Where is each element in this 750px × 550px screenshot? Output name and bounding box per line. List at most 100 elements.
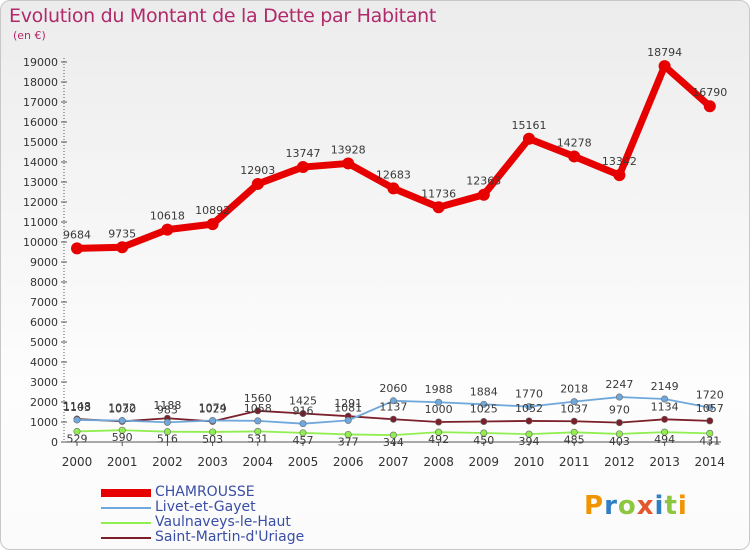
data-point [344, 416, 352, 424]
data-label: 1072 [108, 402, 136, 415]
data-label: 2018 [560, 383, 588, 396]
data-point [435, 418, 443, 426]
x-tick-label: 2008 [423, 455, 454, 469]
data-label: 1188 [153, 399, 181, 412]
data-label: 970 [609, 404, 630, 417]
legend-swatch [101, 488, 151, 497]
data-point [163, 428, 171, 436]
data-point [344, 430, 352, 438]
data-label: 1134 [651, 400, 679, 413]
data-label: 10618 [150, 210, 185, 223]
y-tick-label: 15000 [23, 136, 58, 149]
data-point [480, 400, 488, 408]
y-tick-label: 8000 [30, 276, 58, 289]
data-point [342, 157, 355, 170]
y-tick-label: 4000 [30, 356, 58, 369]
y-tick-label: 19000 [23, 56, 58, 69]
data-label: 1291 [334, 397, 362, 410]
data-point [254, 427, 262, 435]
legend-label: Saint-Martin-d'Uriage [155, 529, 305, 545]
data-point [209, 417, 217, 425]
x-tick-label: 2003 [197, 455, 228, 469]
data-label: 1081 [334, 401, 362, 414]
data-label: 1037 [560, 402, 588, 415]
data-point [480, 417, 488, 425]
x-tick-label: 2000 [62, 455, 93, 469]
data-label: 590 [112, 431, 133, 444]
logo-letter: o [617, 491, 637, 521]
data-point [435, 428, 443, 436]
logo-letter: i [654, 491, 665, 521]
data-label: 1058 [244, 402, 272, 415]
y-tick-label: 16000 [23, 116, 58, 129]
y-tick-label: 0 [51, 436, 58, 449]
data-point [73, 416, 81, 424]
data-label: 492 [428, 433, 449, 446]
data-point [525, 417, 533, 425]
data-point [251, 177, 264, 190]
data-label: 1103 [63, 401, 91, 414]
logo-letter: x [636, 491, 655, 521]
data-label: 450 [473, 434, 494, 447]
chart-unit: (en €) [13, 29, 46, 42]
y-tick-label: 14000 [23, 156, 58, 169]
data-label: 516 [157, 433, 178, 446]
data-point [432, 201, 445, 214]
data-point [387, 182, 400, 195]
data-label: 494 [654, 433, 675, 446]
data-point [118, 426, 126, 434]
chart-title: Evolution du Montant de la Dette par Hab… [9, 5, 437, 27]
data-label: 1884 [470, 385, 498, 398]
chart-axes: 0 1000 2000 3000 4000 5000 6000 7000 8000 9000 100… [23, 56, 725, 469]
y-tick-label: 10000 [23, 236, 58, 249]
data-point [389, 397, 397, 405]
data-point [615, 419, 623, 427]
data-label: 529 [67, 432, 88, 445]
data-point [299, 420, 307, 428]
data-label: 503 [202, 433, 223, 446]
y-tick-label: 12000 [23, 196, 58, 209]
data-label: 1057 [696, 402, 724, 415]
data-label: 431 [699, 434, 720, 447]
x-tick-label: 2002 [152, 455, 183, 469]
data-label: 2149 [651, 380, 679, 393]
x-tick-label: 2006 [333, 455, 364, 469]
data-label: 2247 [605, 378, 633, 391]
data-point [703, 100, 716, 113]
x-tick-label: 2013 [649, 455, 680, 469]
data-point [435, 398, 443, 406]
data-label: 531 [247, 432, 268, 445]
data-label: 344 [383, 436, 404, 449]
data-label: 916 [293, 405, 314, 418]
data-point [658, 60, 671, 73]
y-tick-label: 9000 [30, 256, 58, 269]
data-label: 13928 [331, 143, 366, 156]
data-label: 1030 [108, 402, 136, 415]
y-tick-label: 3000 [30, 376, 58, 389]
y-tick-label: 13000 [23, 176, 58, 189]
logo-letter: P [584, 491, 605, 521]
data-point [71, 242, 83, 255]
data-label: 1560 [244, 392, 272, 405]
data-point [254, 407, 262, 415]
data-point [523, 132, 535, 145]
data-point [706, 417, 714, 425]
x-tick-label: 2005 [288, 455, 319, 469]
x-tick-label: 2001 [107, 455, 138, 469]
y-tick-label: 11000 [23, 216, 58, 229]
data-label: 1052 [515, 402, 543, 415]
data-point [209, 428, 217, 436]
x-tick-label: 2014 [695, 455, 726, 469]
data-label: 485 [564, 433, 585, 446]
y-tick-label: 2000 [30, 396, 58, 409]
legend-label: Vaulnaveys-le-Haut [155, 514, 291, 530]
data-label: 403 [609, 435, 630, 448]
data-label: 12363 [466, 175, 501, 188]
data-point [389, 431, 397, 439]
data-point [254, 417, 262, 425]
data-label: 1025 [470, 403, 498, 416]
proxiti-logo: Proxiti [584, 491, 688, 521]
data-point [570, 428, 578, 436]
data-label: 13747 [286, 147, 321, 160]
